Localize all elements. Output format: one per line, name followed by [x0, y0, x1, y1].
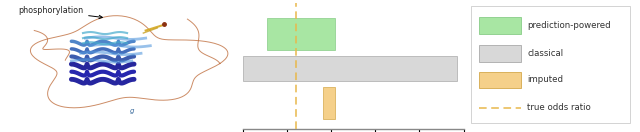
Text: classical: classical	[527, 49, 564, 58]
Bar	[323, 87, 335, 119]
Text: imputed: imputed	[527, 76, 563, 84]
Bar	[479, 17, 521, 34]
Text: phosphorylation: phosphorylation	[18, 6, 102, 19]
Text: prediction-powered: prediction-powered	[527, 21, 611, 30]
Bar	[479, 72, 521, 88]
Bar	[479, 45, 521, 62]
FancyBboxPatch shape	[471, 6, 630, 123]
Text: g: g	[129, 108, 134, 114]
Text: true odds ratio: true odds ratio	[527, 103, 591, 112]
Bar	[267, 18, 335, 50]
Bar	[243, 56, 457, 81]
